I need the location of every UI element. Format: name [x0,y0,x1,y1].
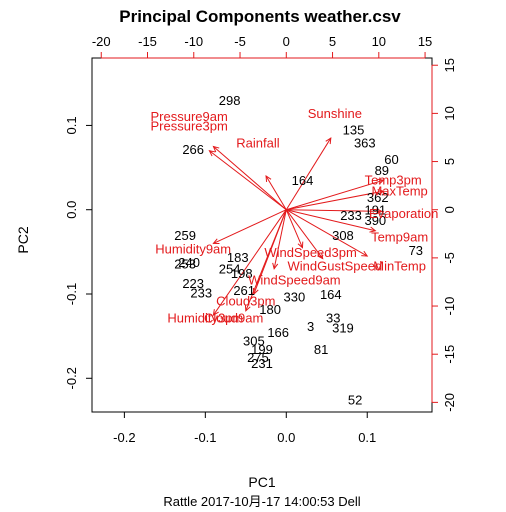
y-tick-label: -0.1 [64,283,79,305]
variable-label: Pressure3pm [150,118,227,133]
variable-arrow [209,151,286,210]
variable-label: Evaporation [369,206,438,221]
right-tick-label: -15 [442,345,457,364]
variable-label: Humidity9am [155,241,231,256]
top-tick-label: 15 [418,34,432,49]
y-tick-label: 0.0 [64,201,79,219]
right-tick-label: 5 [442,158,457,165]
y-axis-label: PC2 [15,226,31,253]
observation-label: 73 [409,243,423,258]
observation-label: 164 [320,287,342,302]
observation-label: 52 [348,392,362,407]
top-tick-label: -10 [184,34,203,49]
top-tick-label: 10 [372,34,386,49]
top-tick-label: -5 [234,34,246,49]
variable-label: Cloud3pm [216,294,275,309]
x-tick-label: 0.1 [358,430,376,445]
arrow-head [326,138,331,144]
observation-label: 166 [267,325,289,340]
observation-label: 233 [340,208,362,223]
variable-arrow [266,176,286,210]
top-tick-label: -15 [138,34,157,49]
y-tick-label: -0.2 [64,367,79,389]
y-tick-label: 0.1 [64,116,79,134]
right-tick-label: -5 [442,252,457,264]
variable-label: Temp9am [371,230,428,245]
observation-label: 164 [292,173,314,188]
variable-arrow [213,147,286,210]
chart-subtitle: Rattle 2017-10月-17 14:00:53 Dell [163,494,360,509]
observation-label: 363 [354,135,376,150]
right-tick-label: 15 [442,58,457,72]
x-axis-label: PC1 [248,474,275,490]
right-tick-label: -10 [442,297,457,316]
right-tick-label: 0 [442,206,457,213]
observation-label: 266 [182,142,204,157]
top-tick-label: 5 [329,34,336,49]
top-tick-label: -20 [92,34,111,49]
secondary-axes: -20 -15 -10 -5 0 5 10 15 15 10 5 0 -5 -10 -15 -20 [92,34,457,412]
observation-label: 254 [219,262,241,277]
observation-label: 308 [332,228,354,243]
observation-label: 81 [314,342,328,357]
observation-label: 319 [332,321,354,336]
observation-label: 240 [178,255,200,270]
x-tick-label: -0.1 [194,430,216,445]
right-tick-label: -20 [442,393,457,412]
observation-label: 3 [307,319,314,334]
variable-label: WindSpeed3pm [264,245,357,260]
top-tick-label: 0 [283,34,290,49]
observation-label: 298 [219,93,241,108]
chart-title: Principal Components weather.csv [119,7,401,26]
observation-label: 330 [284,290,306,305]
variable-label: Cloud9am [204,311,263,326]
variable-label: WindSpeed9am [248,273,341,288]
variable-label: Rainfall [236,135,279,150]
variable-label: Sunshine [308,106,362,121]
right-tick-label: 10 [442,106,457,120]
observation-label: 233 [190,285,212,300]
observation-label: 231 [251,356,273,371]
x-tick-label: 0.0 [277,430,295,445]
x-tick-label: -0.2 [113,430,135,445]
variable-label: MaxTemp [371,183,427,198]
variable-label: WindGustSpeed [288,258,383,273]
